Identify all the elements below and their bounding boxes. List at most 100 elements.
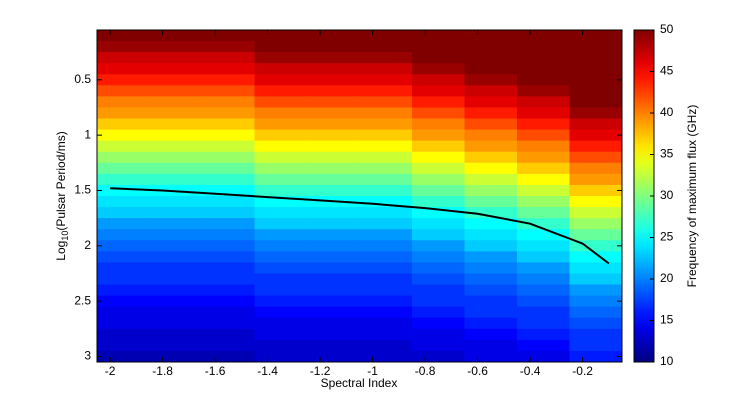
heat-cell <box>149 273 203 286</box>
heat-cell <box>569 350 622 362</box>
x-tick-label: -0.2 <box>572 364 593 378</box>
heat-cell <box>97 229 150 241</box>
heat-cell <box>359 63 413 75</box>
heat-cell <box>202 273 255 286</box>
heat-cell <box>517 74 570 86</box>
heat-cell <box>464 229 518 241</box>
heat-cell <box>254 262 308 274</box>
y-axis-label-sub: 10 <box>60 231 70 241</box>
heat-cell <box>517 107 570 120</box>
heat-cell <box>412 96 465 108</box>
heat-cell <box>307 284 360 297</box>
heat-cell <box>359 284 413 297</box>
heat-cell <box>202 184 255 197</box>
heat-cell <box>517 317 570 330</box>
heat-cell <box>97 173 150 186</box>
heat-cell <box>464 196 518 208</box>
heat-cell <box>464 218 518 230</box>
heat-cell <box>254 196 308 208</box>
heat-cell <box>569 229 622 241</box>
heat-cell <box>517 262 570 274</box>
heat-cell <box>464 295 518 308</box>
heat-cell <box>359 273 413 286</box>
heat-cell <box>149 74 203 86</box>
heat-cell <box>412 317 465 330</box>
heat-cell <box>149 317 203 330</box>
heat-cell <box>359 30 413 42</box>
heat-cell <box>569 240 622 252</box>
y-axis-label-rest: (Pulsar Period/ms) <box>54 131 68 230</box>
heat-cell <box>464 317 518 330</box>
heat-cell <box>464 251 518 263</box>
heat-cell <box>569 339 622 352</box>
heat-cell <box>149 262 203 274</box>
heat-cell <box>412 295 465 308</box>
heat-cell <box>97 96 150 108</box>
heat-cell <box>254 118 308 131</box>
heat-cell <box>569 96 622 108</box>
heat-cell <box>464 52 518 64</box>
heat-cell <box>412 339 465 352</box>
heat-cell <box>149 196 203 208</box>
heat-cell <box>412 74 465 86</box>
heat-cell <box>202 240 255 252</box>
heat-cell <box>307 339 360 352</box>
heat-cell <box>97 284 150 297</box>
heat-cell <box>254 74 308 86</box>
heat-cell <box>149 52 203 64</box>
heat-cell <box>149 328 203 341</box>
heat-cell <box>517 52 570 64</box>
x-tick-label: -2 <box>105 364 116 378</box>
heat-cell <box>412 107 465 120</box>
colorbar-tick-label: 10 <box>660 354 674 368</box>
heat-cell <box>569 63 622 75</box>
heat-cell <box>517 63 570 75</box>
heat-cell <box>359 151 413 164</box>
heat-cell <box>359 118 413 131</box>
heat-cell <box>149 85 203 97</box>
heat-cell <box>412 162 465 175</box>
heat-cell <box>97 162 150 175</box>
heat-cell <box>149 306 203 319</box>
heat-cell <box>307 306 360 319</box>
heat-cell <box>202 196 255 208</box>
heat-cell <box>254 41 308 53</box>
heat-cell <box>307 207 360 219</box>
heat-cell <box>307 85 360 97</box>
y-tick-label: 2 <box>84 238 91 252</box>
heat-cell <box>97 207 150 219</box>
heat-cell <box>359 295 413 308</box>
heat-cell <box>254 350 308 362</box>
heat-cell <box>569 317 622 330</box>
plot-frame <box>96 29 623 363</box>
heat-cell <box>464 328 518 341</box>
x-tick-label: -1 <box>367 364 378 378</box>
heat-cell <box>97 306 150 319</box>
heat-cell <box>202 52 255 64</box>
heat-cell <box>359 350 413 362</box>
heat-cell <box>464 107 518 120</box>
heat-cell <box>464 129 518 142</box>
heat-cell <box>412 284 465 297</box>
y-tick-label: 1 <box>84 127 91 141</box>
heat-cell <box>149 107 203 120</box>
colorbar-tick-label: 30 <box>660 188 674 202</box>
heat-cell <box>412 52 465 64</box>
heat-cell <box>149 284 203 297</box>
heat-cell <box>464 30 518 42</box>
x-tick-label: -0.6 <box>467 364 488 378</box>
heat-cell <box>307 74 360 86</box>
heat-cell <box>359 173 413 186</box>
heat-cell <box>569 306 622 319</box>
heat-cell <box>254 339 308 352</box>
heat-cell <box>517 273 570 286</box>
heat-cell <box>412 30 465 42</box>
heat-cell <box>517 339 570 352</box>
heat-cell <box>97 295 150 308</box>
heat-cell <box>202 339 255 352</box>
heat-cell <box>307 173 360 186</box>
heat-cell <box>569 85 622 97</box>
heat-cell <box>464 162 518 175</box>
heat-cell <box>254 328 308 341</box>
heat-cell <box>412 306 465 319</box>
